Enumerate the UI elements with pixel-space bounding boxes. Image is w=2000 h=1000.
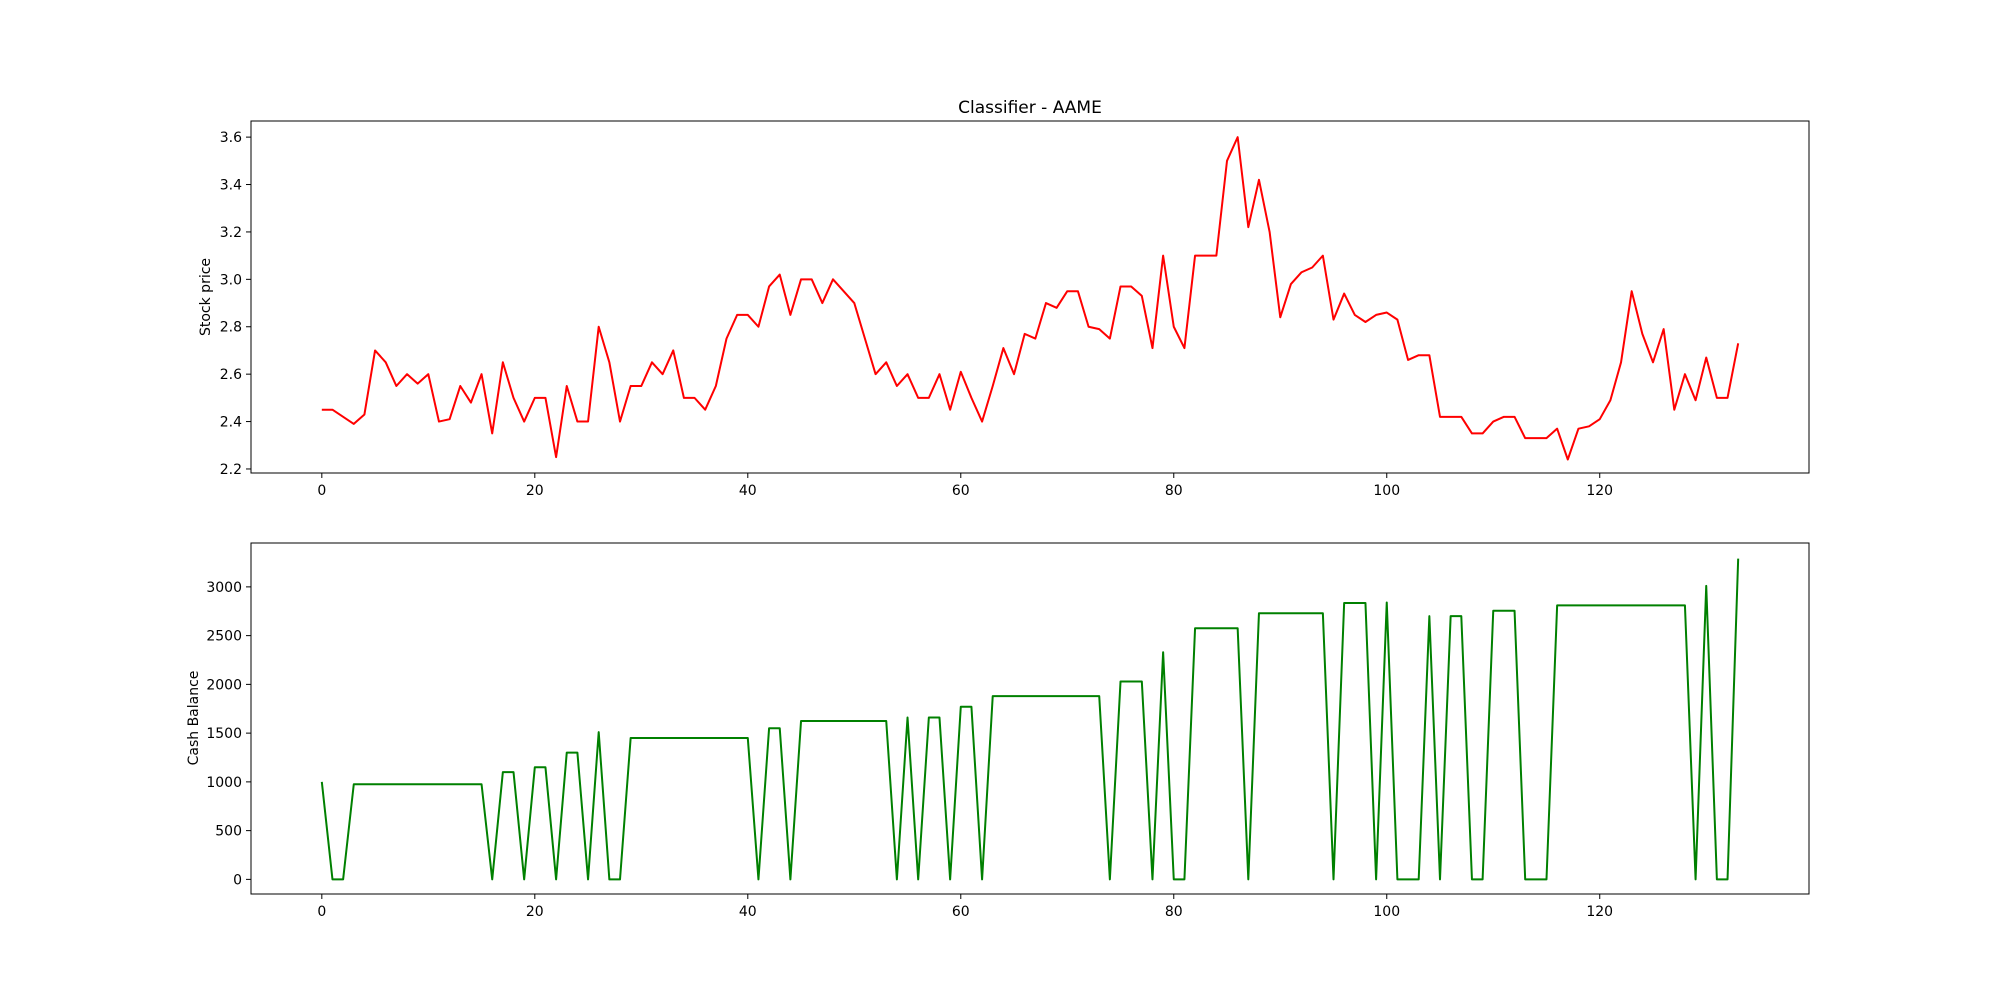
y-tick-label: 3000 [206, 580, 242, 596]
stock-price-panel: Classifier - AAME Stock price 0 20 40 60 80 1… [198, 98, 1810, 499]
axes-frame [250, 120, 1810, 474]
series-line [320, 558, 1740, 881]
y-tick-label: 3.0 [220, 272, 242, 288]
x-tick-label: 0 [317, 483, 326, 499]
x-tick-label: 100 [1373, 904, 1400, 920]
cash-balance-panel: Cash Balance 0 20 40 60 80 100 120 0 500 1000 1500… [186, 542, 1810, 920]
x-tick-label: 60 [952, 904, 970, 920]
y-tick-label: 1500 [206, 726, 242, 742]
x-tick-label: 40 [739, 904, 757, 920]
y-tick-label: 2.4 [220, 415, 242, 431]
y-tick-label: 3.4 [220, 178, 242, 194]
x-tick-label: 20 [526, 483, 544, 499]
y-tick-label: 2000 [206, 677, 242, 693]
x-tick-label: 120 [1586, 904, 1613, 920]
y-tick-label: 500 [215, 824, 242, 840]
x-tick-label: 40 [739, 483, 757, 499]
x-tick-label: 120 [1586, 483, 1613, 499]
y-axis-label: Stock price [198, 258, 214, 336]
axes-frame [250, 542, 1810, 895]
series-line [321, 136, 1740, 461]
y-tick-label: 0 [233, 872, 242, 888]
y-tick-label: 2.8 [220, 320, 242, 336]
y-tick-label: 2.6 [220, 367, 242, 383]
y-tick-label: 2500 [206, 629, 242, 645]
x-tick-label: 80 [1165, 483, 1183, 499]
x-tick-label: 0 [317, 904, 326, 920]
x-tick-label: 20 [526, 904, 544, 920]
x-tick-label: 60 [952, 483, 970, 499]
chart-title: Classifier - AAME [958, 98, 1102, 118]
y-axis-label: Cash Balance [186, 671, 202, 766]
x-tick-label: 100 [1373, 483, 1400, 499]
y-tick-label: 1000 [206, 775, 242, 791]
x-tick-label: 80 [1165, 904, 1183, 920]
y-tick-label: 3.6 [220, 130, 242, 146]
y-tick-label: 3.2 [220, 225, 242, 241]
y-tick-label: 2.2 [220, 462, 242, 478]
